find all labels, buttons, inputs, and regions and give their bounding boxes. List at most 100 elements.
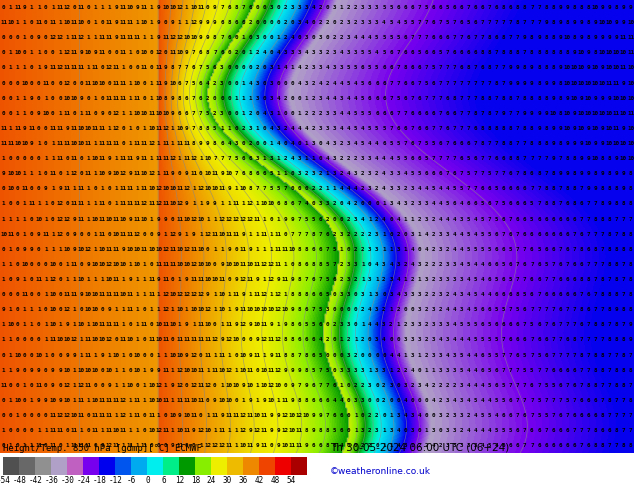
Text: 10: 10 [176,262,183,267]
Text: 3: 3 [439,247,442,252]
Text: 12: 12 [204,383,211,388]
Text: 0: 0 [145,476,150,485]
Text: 2: 2 [396,307,400,312]
Text: 10: 10 [289,413,296,418]
Text: 5: 5 [481,247,484,252]
Text: 12: 12 [183,247,190,252]
Text: 7: 7 [530,156,534,161]
Text: 8: 8 [573,186,576,192]
Text: 9: 9 [234,307,238,312]
Text: 2: 2 [361,171,365,176]
Text: 4: 4 [276,50,280,55]
Text: 7: 7 [566,383,569,388]
Text: 0: 0 [150,262,153,267]
Text: 1: 1 [262,247,266,252]
Text: 4: 4 [206,80,210,86]
Text: 11: 11 [141,186,148,192]
Text: 12: 12 [190,292,197,297]
Text: 8: 8 [607,398,611,403]
Text: 10: 10 [218,368,226,373]
Text: 7: 7 [410,96,414,101]
Text: 6: 6 [220,141,224,146]
Text: 3: 3 [417,307,421,312]
Text: 0: 0 [234,126,238,131]
Text: 11: 11 [70,443,77,448]
Text: 4: 4 [460,232,463,237]
Text: 4: 4 [290,141,294,146]
Text: 1: 1 [136,307,139,312]
Text: 12: 12 [113,126,120,131]
Text: 5: 5 [432,186,435,192]
Text: 5: 5 [326,277,329,282]
Text: 0: 0 [276,20,280,25]
Text: 8: 8 [559,96,562,101]
Text: 11: 11 [49,338,56,343]
Text: 7: 7 [333,262,337,267]
Text: 6: 6 [276,201,280,206]
Text: 1: 1 [86,398,90,403]
Text: 1: 1 [16,413,20,418]
Text: 10: 10 [162,186,169,192]
Text: 8: 8 [629,277,632,282]
Text: 3: 3 [403,338,407,343]
Text: 3: 3 [354,398,358,403]
Text: 1: 1 [249,96,252,101]
Text: 0: 0 [143,413,146,418]
Text: 7: 7 [481,35,484,40]
Text: 3: 3 [354,262,358,267]
Text: 7: 7 [586,262,590,267]
Text: 9: 9 [234,322,238,327]
Text: 6: 6 [220,20,224,25]
Text: 8: 8 [600,322,604,327]
Text: 6: 6 [432,111,435,116]
Text: 0: 0 [16,338,20,343]
Text: 6: 6 [474,50,477,55]
Text: 1: 1 [2,277,5,282]
Text: 0: 0 [206,247,210,252]
Text: 8: 8 [509,126,512,131]
Text: 1: 1 [249,50,252,55]
Text: 9: 9 [93,50,97,55]
Text: 9: 9 [573,20,576,25]
Text: 1: 1 [129,262,132,267]
Text: 11: 11 [120,20,127,25]
Text: 12: 12 [204,232,211,237]
Text: 11: 11 [218,277,226,282]
Text: 10: 10 [226,262,233,267]
Text: 4: 4 [290,35,294,40]
Text: 11: 11 [233,292,240,297]
Text: 11: 11 [42,80,49,86]
Text: 8: 8 [622,307,625,312]
Text: 9: 9 [551,156,555,161]
Text: 2: 2 [361,307,365,312]
Text: 7: 7 [256,186,259,192]
Text: 10: 10 [564,126,571,131]
Text: 11: 11 [113,292,120,297]
Text: 0: 0 [283,232,287,237]
Text: 10: 10 [113,428,120,433]
Text: 1: 1 [23,277,27,282]
Text: 7: 7 [410,35,414,40]
Text: 5: 5 [502,383,505,388]
Text: 0: 0 [51,352,55,358]
Text: 9: 9 [509,66,512,71]
Text: 5: 5 [424,80,428,86]
Text: 6: 6 [544,352,548,358]
Text: 9: 9 [171,96,174,101]
Text: 9: 9 [44,66,48,71]
Text: 0: 0 [354,292,358,297]
Text: 5: 5 [495,307,498,312]
Text: 7: 7 [579,428,583,433]
Text: 7: 7 [537,20,541,25]
Text: 1: 1 [143,398,146,403]
Text: 11: 11 [148,338,155,343]
Text: 6: 6 [333,413,337,418]
Text: 4: 4 [439,338,442,343]
Text: 0: 0 [115,338,118,343]
Text: 7: 7 [460,80,463,86]
Text: 7: 7 [559,201,562,206]
Text: 2: 2 [340,171,344,176]
Text: 9: 9 [537,35,541,40]
Text: 8: 8 [614,247,618,252]
Text: 3: 3 [389,277,392,282]
